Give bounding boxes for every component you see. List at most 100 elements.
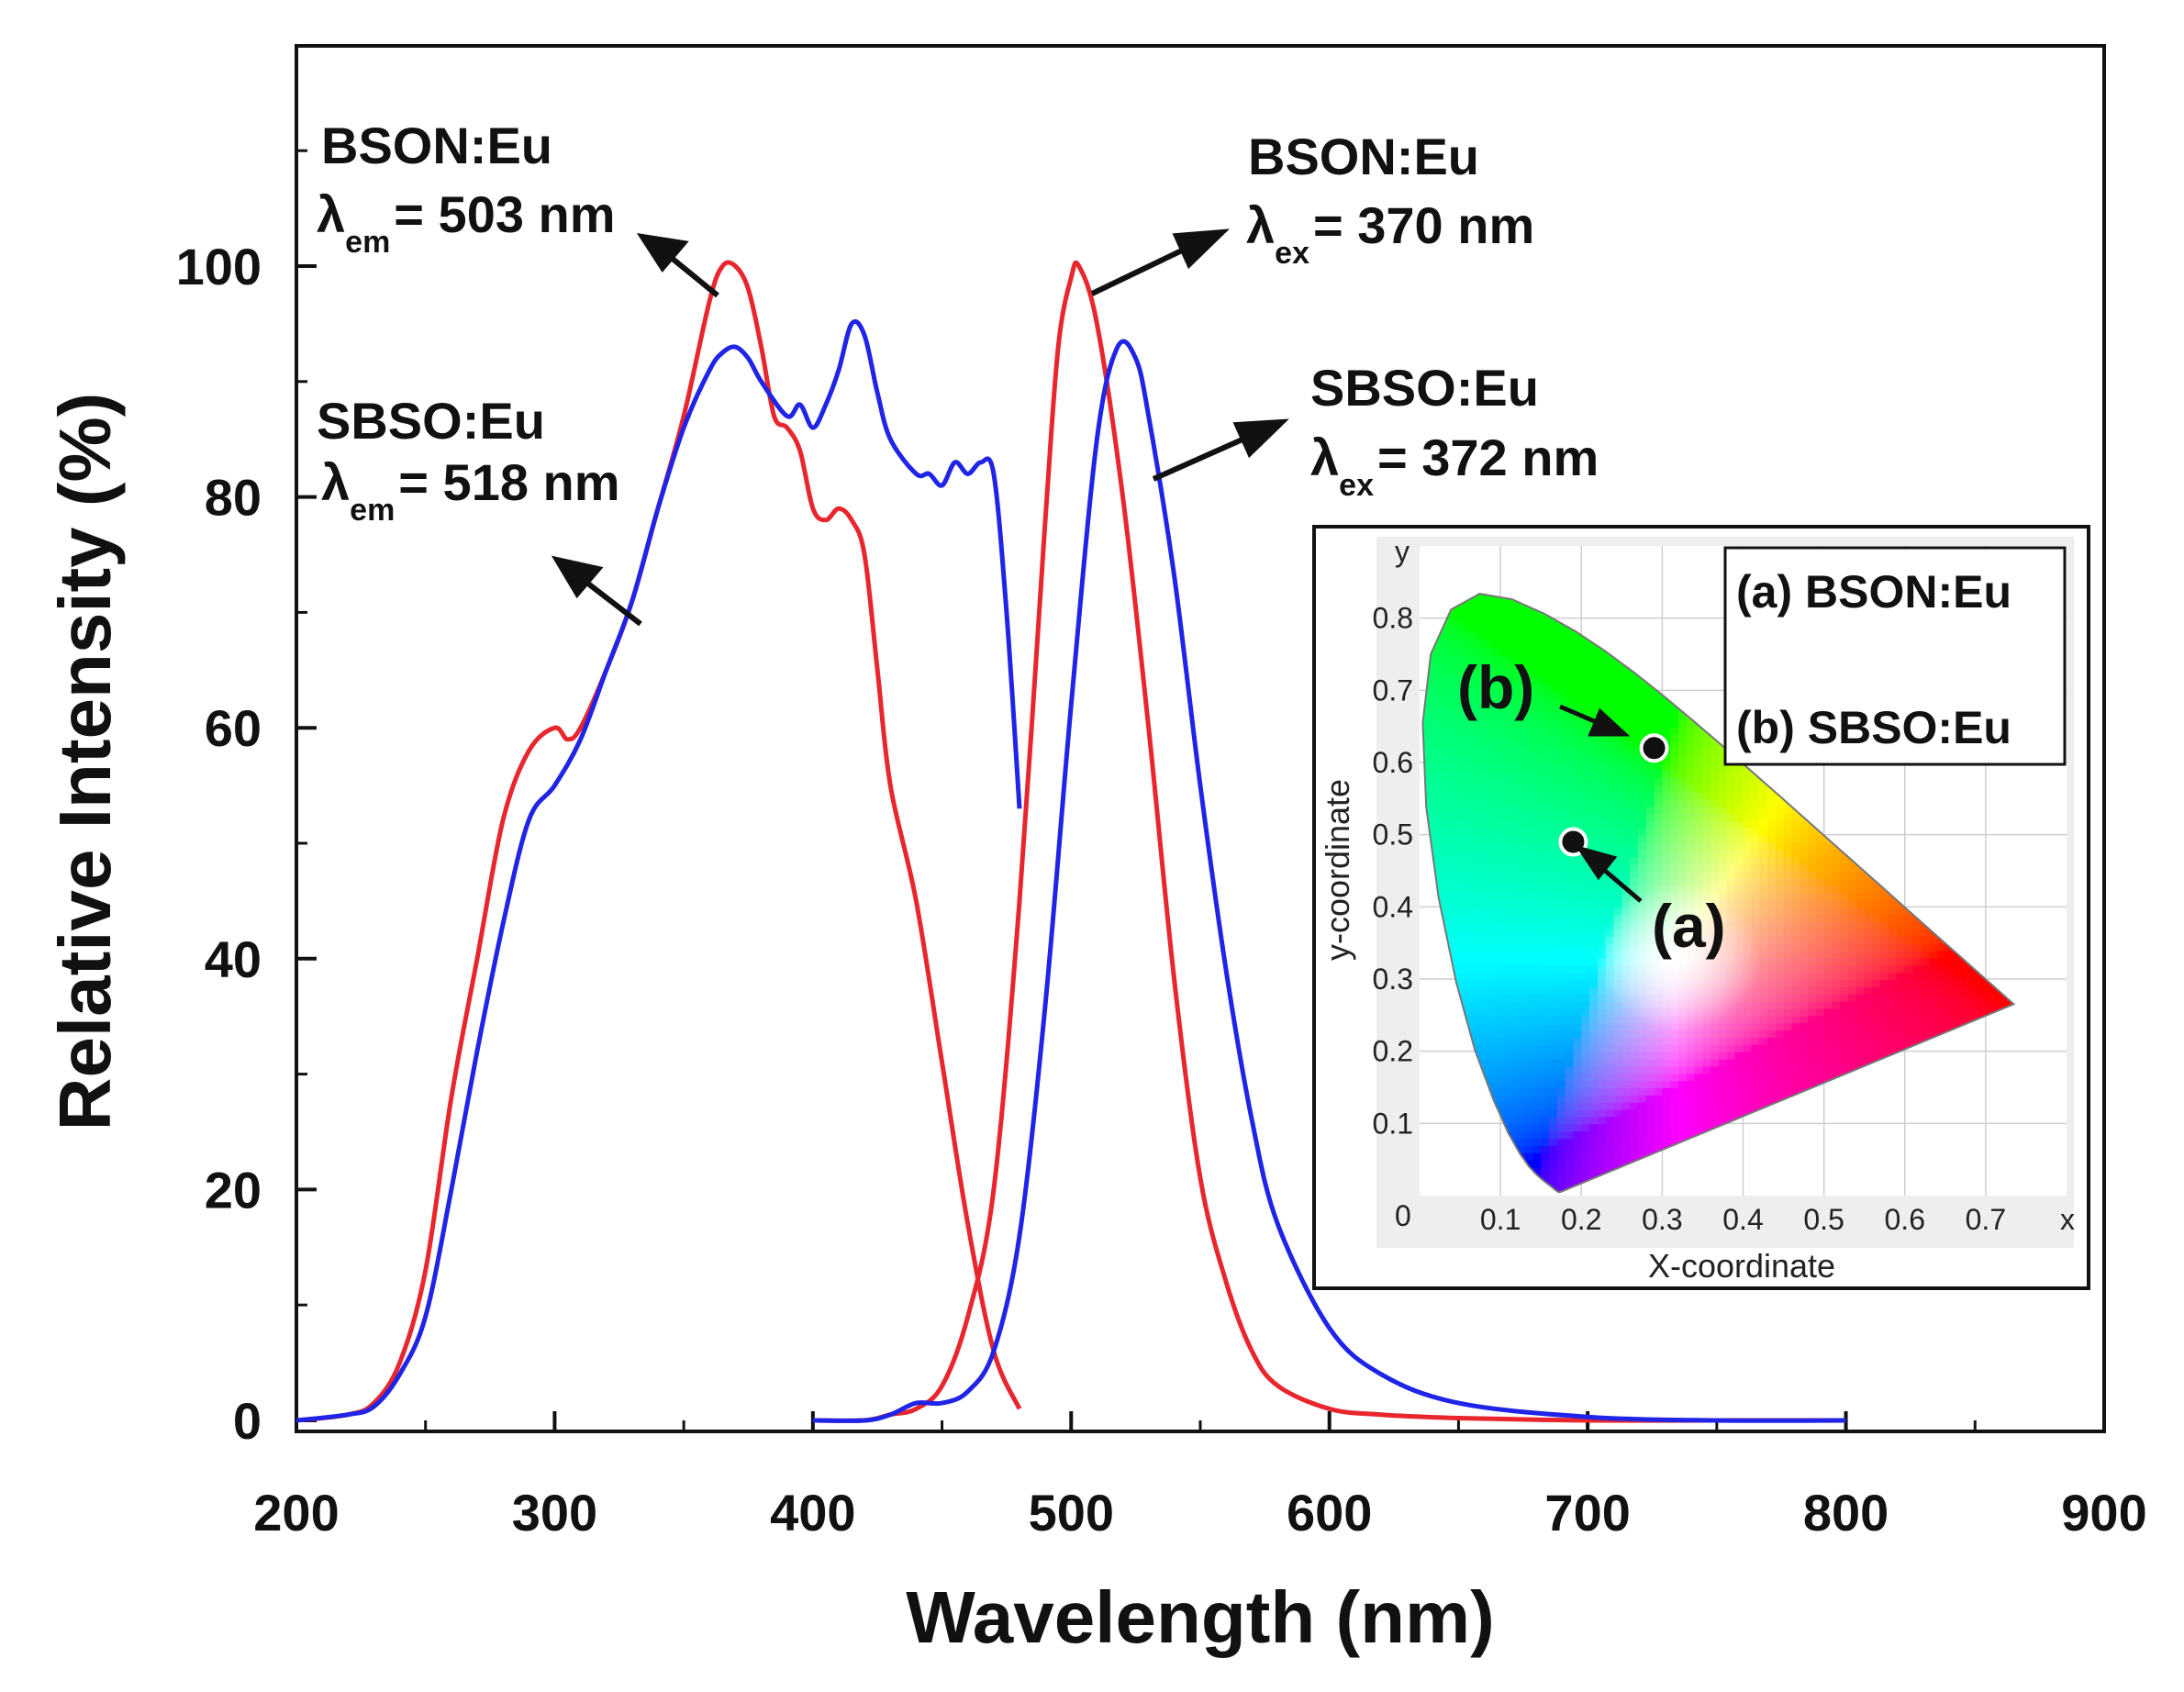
cie-fill-cell [1654, 849, 1664, 858]
cie-fill-cell [1645, 1138, 1655, 1146]
cie-fill-cell [1921, 1000, 1931, 1009]
cie-fill-cell [1654, 1043, 1664, 1052]
cie-fill-cell [1630, 871, 1639, 879]
cie-fill-cell [1783, 819, 1793, 829]
cie-fill-cell [1832, 892, 1842, 901]
cie-fill-cell [1800, 1007, 1809, 1017]
cie-fill-cell [1759, 806, 1768, 815]
cie-fill-cell [1589, 748, 1599, 757]
cie-fill-cell [1573, 740, 1583, 750]
cie-fill-cell [1565, 907, 1575, 916]
cie-fill-cell [1719, 841, 1728, 851]
cie-fill-cell [1484, 1015, 1494, 1024]
cie-fill-cell [1855, 957, 1866, 966]
cie-fill-cell [1864, 1000, 1874, 1009]
cie-fill-cell [1516, 1123, 1526, 1132]
cie-fill-cell [1443, 733, 1454, 742]
cie-fill-cell [1532, 972, 1543, 980]
cie-x-tick-label: 0.7 [1966, 1203, 2006, 1236]
cie-fill-cell [1597, 1080, 1607, 1088]
cie-fill-cell [1710, 1043, 1721, 1052]
cie-fill-cell [1832, 1036, 1842, 1045]
cie-fill-cell [1791, 1051, 1801, 1060]
cie-fill-cell [1500, 885, 1510, 894]
cie-fill-cell [1645, 863, 1655, 872]
cie-fill-cell [1630, 784, 1639, 793]
cie-fill-cell [1678, 718, 1688, 728]
cie-fill-cell [1589, 1080, 1599, 1088]
cie-fill-cell [1670, 806, 1679, 815]
cie-fill-cell [1589, 1144, 1599, 1153]
cie-fill-cell [1645, 769, 1655, 778]
cie-fill-cell [1759, 813, 1768, 821]
cie-fill-cell [2001, 1000, 2011, 1009]
cie-fill-cell [1775, 1015, 1785, 1024]
cie-fill-cell [1549, 979, 1558, 987]
cie-fill-cell [1662, 834, 1672, 843]
cie-fill-cell [1670, 740, 1679, 750]
cie-fill-cell [1751, 834, 1761, 843]
cie-fill-cell [1832, 1000, 1842, 1009]
cie-fill-cell [1662, 1058, 1672, 1067]
cie-fill-cell [1832, 885, 1842, 894]
cie-fill-cell [1524, 610, 1534, 619]
cie-fill-cell [1630, 791, 1639, 800]
cie-fill-cell [1815, 849, 1825, 858]
cie-fill-cell [1516, 733, 1526, 742]
cie-fill-cell [1581, 1094, 1591, 1103]
cie-fill-cell [1508, 921, 1518, 929]
cie-fill-cell [1791, 1036, 1801, 1045]
y-tick-label: 0 [233, 1392, 262, 1450]
cie-fill-cell [1904, 942, 1914, 952]
cie-fill-cell [1783, 863, 1793, 872]
cie-fill-cell [1896, 985, 1906, 995]
cie-fill-cell [1759, 907, 1768, 916]
cie-fill-cell [1508, 863, 1518, 872]
cie-fill-cell [1855, 899, 1866, 908]
cie-fill-cell [1678, 726, 1688, 735]
cie-fill-cell [1823, 877, 1833, 886]
cie-fill-cell [1565, 1138, 1575, 1146]
cie-fill-cell [1775, 950, 1785, 959]
cie-fill-cell [1597, 683, 1607, 692]
cie-fill-cell [1783, 1073, 1793, 1082]
cie-fill-cell [1516, 885, 1526, 894]
cie-fill-cell [1460, 776, 1469, 785]
cie-fill-cell [1524, 683, 1534, 692]
cie-fill-cell [1726, 877, 1736, 886]
cie-fill-cell [1516, 985, 1526, 995]
cie-fill-cell [1435, 834, 1445, 843]
cie-fill-cell [1500, 892, 1510, 901]
cie-fill-cell [1476, 661, 1486, 670]
cie-fill-cell [1435, 654, 1445, 662]
annotation-sbso-em: SBSO:Eu λem= 518 nm [317, 392, 620, 528]
cie-fill-cell [1524, 661, 1534, 670]
cie-fill-cell [1500, 993, 1510, 1002]
cie-fill-cell [1783, 827, 1793, 836]
cie-fill-cell [1808, 871, 1817, 879]
cie-fill-cell [1467, 610, 1477, 619]
cie-fill-cell [1734, 1094, 1744, 1103]
cie-fill-cell [1573, 1138, 1583, 1146]
cie-fill-cell [1734, 1030, 1744, 1038]
cie-fill-cell [1605, 899, 1615, 908]
cie-fill-cell [1743, 863, 1753, 872]
cie-fill-cell [1726, 806, 1736, 815]
cie-fill-cell [1808, 1022, 1817, 1031]
cie-fill-cell [1848, 907, 1857, 916]
cie-fill-cell [1524, 957, 1534, 966]
cie-fill-cell [1589, 798, 1599, 807]
cie-fill-cell [1662, 733, 1672, 742]
cie-fill-cell [1508, 1080, 1518, 1088]
cie-fill-cell [1823, 914, 1833, 923]
cie-fill-cell [1621, 827, 1632, 836]
cie-fill-cell [1549, 798, 1558, 807]
cie-fill-cell [1694, 726, 1704, 735]
cie-fill-cell [1581, 705, 1591, 713]
cie-fill-cell [1937, 985, 1946, 995]
cie-fill-cell [1581, 885, 1591, 894]
cie-fill-cell [1532, 950, 1543, 959]
cie-fill-cell [1476, 1007, 1486, 1017]
cie-fill-cell [1743, 1058, 1753, 1067]
cie-fill-cell [1549, 647, 1558, 655]
